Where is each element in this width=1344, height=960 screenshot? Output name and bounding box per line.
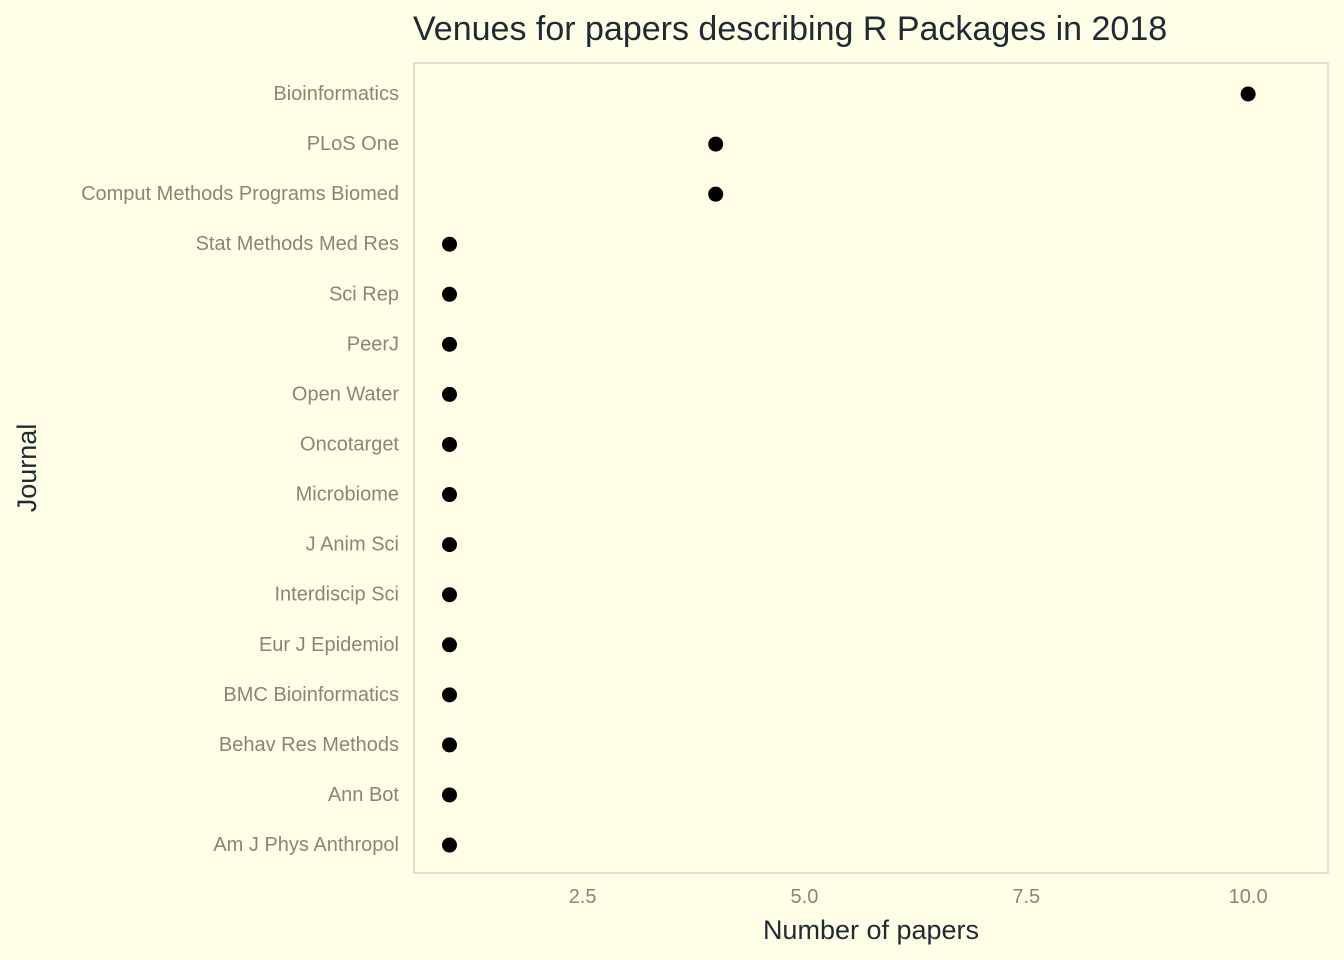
y-tick-label: BMC Bioinformatics — [223, 684, 399, 706]
y-tick-label: Am J Phys Anthropol — [213, 834, 399, 856]
data-point — [441, 286, 457, 302]
data-point — [441, 737, 457, 753]
y-tick-label: PeerJ — [347, 333, 399, 355]
y-tick-label: Eur J Epidemiol — [259, 634, 399, 656]
y-tick-label: PLoS One — [307, 133, 399, 155]
data-point — [708, 136, 724, 152]
data-point — [441, 537, 457, 553]
y-tick-label: Microbiome — [296, 484, 399, 506]
data-points — [441, 86, 1256, 853]
x-tick-label: 2.5 — [569, 886, 597, 908]
x-axis-tick-labels: 2.5 5.0 7.5 10.0 — [569, 886, 1268, 908]
data-point — [441, 687, 457, 703]
x-tick-label: 7.5 — [1012, 886, 1040, 908]
y-tick-label: Bioinformatics — [273, 83, 399, 105]
x-tick-label: 10.0 — [1229, 886, 1268, 908]
chart-title: Venues for papers describing R Packages … — [413, 10, 1167, 48]
x-tick-label: 5.0 — [791, 886, 819, 908]
y-tick-label: Sci Rep — [329, 283, 399, 305]
y-tick-label: Ann Bot — [328, 784, 400, 806]
y-axis-title: Journal — [12, 424, 42, 513]
y-tick-label: J Anim Sci — [306, 534, 399, 556]
data-point — [441, 787, 457, 803]
data-point — [708, 186, 724, 202]
y-tick-label: Interdiscip Sci — [275, 584, 400, 606]
y-tick-label: Comput Methods Programs Biomed — [81, 183, 399, 205]
data-point — [441, 487, 457, 503]
x-axis-title: Number of papers — [763, 915, 979, 945]
plot-panel — [413, 62, 1329, 874]
y-tick-label: Oncotarget — [300, 433, 399, 455]
y-tick-label: Behav Res Methods — [219, 734, 399, 756]
data-point — [1240, 86, 1256, 102]
data-point — [441, 837, 457, 853]
data-point — [441, 637, 457, 653]
data-point — [441, 236, 457, 252]
y-tick-label: Stat Methods Med Res — [196, 233, 399, 255]
y-tick-label: Open Water — [292, 383, 399, 405]
y-axis-tick-labels: Bioinformatics PLoS One Comput Methods Pro… — [81, 83, 399, 856]
data-point — [441, 587, 457, 603]
data-point — [441, 436, 457, 452]
data-point — [441, 336, 457, 352]
data-point — [441, 386, 457, 402]
